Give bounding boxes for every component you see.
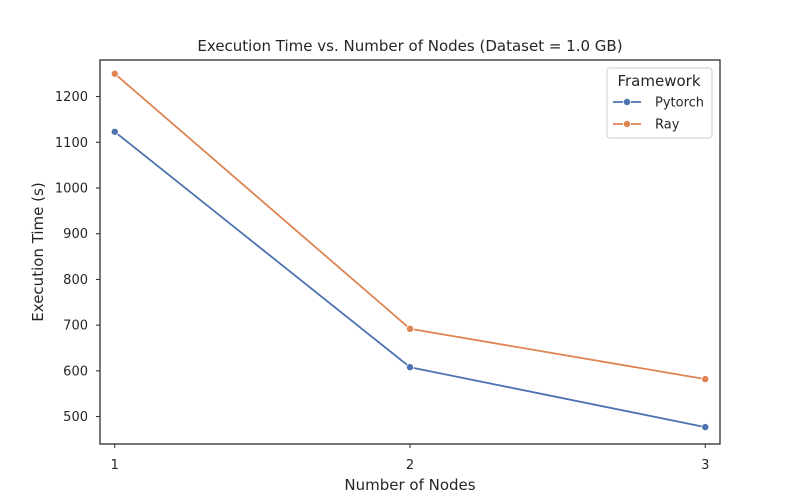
x-tick-label: 3: [701, 458, 709, 473]
legend-label-pytorch: Pytorch: [655, 96, 704, 111]
y-tick-label: 800: [63, 273, 88, 288]
legend-items: Pytorch Ray: [613, 96, 704, 133]
legend-marker-pytorch: [623, 98, 632, 107]
y-tick-label: 1000: [55, 182, 88, 197]
plot-frame: [99, 59, 721, 445]
y-tick-label: 1100: [55, 136, 88, 151]
y-tick-label: 1200: [55, 90, 88, 105]
y-tick-label: 500: [63, 410, 88, 425]
legend-title: Framework: [617, 72, 700, 90]
legend-label-ray: Ray: [655, 118, 680, 133]
series-layer: [110, 69, 710, 432]
data-point-ray: [110, 69, 119, 78]
data-point-ray: [405, 324, 414, 333]
x-tick-label: 1: [111, 458, 119, 473]
chart-title: Execution Time vs. Number of Nodes (Data…: [197, 37, 622, 55]
y-tick-label: 900: [63, 227, 88, 242]
ticks-layer: 1 2 3 500 600 700 800 900 1000 1100 1200: [55, 90, 709, 473]
y-axis-label: Execution Time (s): [29, 182, 47, 321]
legend-box: [606, 67, 713, 139]
data-point-pytorch: [701, 423, 710, 432]
legend-marker-ray: [623, 120, 632, 129]
y-tick-label: 700: [63, 319, 88, 334]
data-point-ray: [701, 375, 710, 384]
y-tick-label: 600: [63, 364, 88, 379]
x-tick-label: 2: [406, 458, 414, 473]
x-axis-label: Number of Nodes: [344, 476, 475, 494]
data-point-pytorch: [405, 363, 414, 372]
legend: Framework Pytorch Ray: [606, 67, 713, 139]
series-line-pytorch: [114, 131, 706, 428]
data-point-pytorch: [110, 127, 119, 136]
